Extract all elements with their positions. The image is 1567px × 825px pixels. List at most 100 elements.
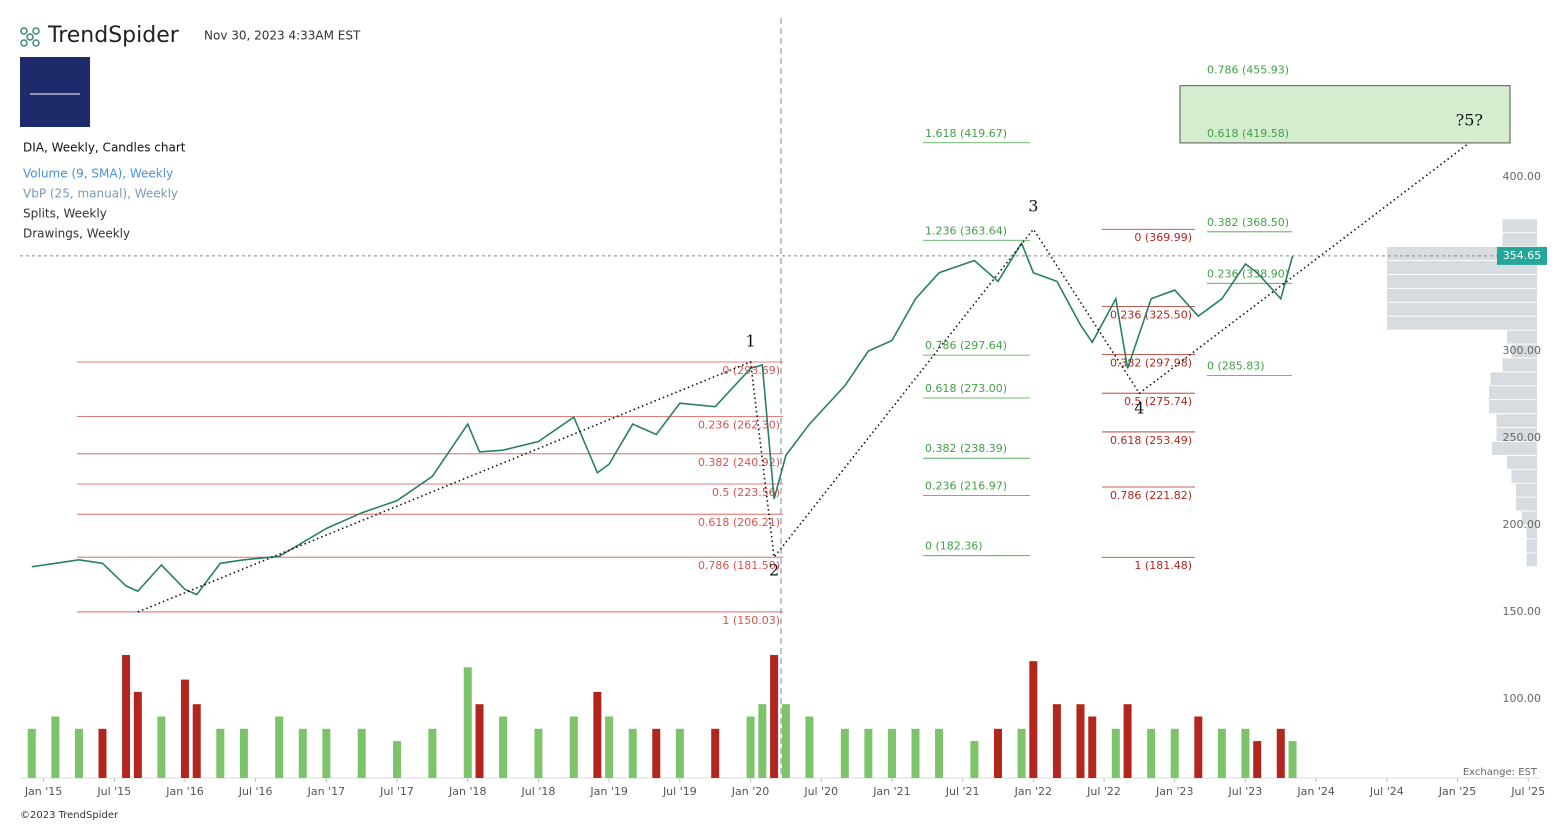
x-tick-label: Jan '20 bbox=[731, 785, 769, 798]
volume-bar bbox=[652, 728, 661, 778]
fib-label: 0.786 (221.82) bbox=[1110, 489, 1192, 502]
fib-label: 0.618 (273.00) bbox=[925, 382, 1007, 395]
volume-bar bbox=[1253, 741, 1262, 778]
x-tick-label: Jul '16 bbox=[238, 785, 273, 798]
volume-bar bbox=[1123, 704, 1132, 778]
volume-bar bbox=[675, 728, 684, 778]
legend-item: VbP (25, manual), Weekly bbox=[23, 187, 178, 201]
fib-label: 0.382 (238.39) bbox=[925, 442, 1007, 455]
volume-bar bbox=[1194, 716, 1203, 778]
x-tick-label: Jan '18 bbox=[448, 785, 486, 798]
volume-bar bbox=[1052, 704, 1061, 778]
volume-profile-bar bbox=[1511, 344, 1537, 358]
volume-profile-bar bbox=[1490, 372, 1537, 386]
volume-bar bbox=[746, 716, 755, 778]
volume-profile-bar bbox=[1526, 525, 1537, 539]
volume-profile-bar bbox=[1489, 400, 1537, 414]
x-tick-label: Jul '21 bbox=[945, 785, 980, 798]
x-tick-label: Jul '15 bbox=[96, 785, 131, 798]
volume-bar bbox=[393, 741, 402, 778]
y-tick-label: 400.00 bbox=[1503, 170, 1542, 183]
volume-bar bbox=[192, 704, 201, 778]
fib-label: 1.236 (363.64) bbox=[925, 224, 1007, 237]
wave-label: 3 bbox=[1028, 197, 1038, 216]
fib-label: 0 (369.99) bbox=[1134, 231, 1192, 244]
volume-profile-bar bbox=[1516, 483, 1537, 497]
brand: TrendSpider bbox=[47, 23, 180, 48]
volume-profile-bar bbox=[1511, 469, 1537, 483]
fib-label: 0.5 (275.74) bbox=[1124, 395, 1192, 408]
x-tick-label: Jan '24 bbox=[1296, 785, 1334, 798]
wave-path bbox=[137, 142, 1470, 613]
y-tick-label: 200.00 bbox=[1503, 518, 1542, 531]
volume-bar bbox=[157, 716, 166, 778]
volume-bar bbox=[758, 704, 767, 778]
volume-bar bbox=[180, 679, 189, 778]
fib-label: 0 (285.83) bbox=[1207, 360, 1265, 373]
volume-bar bbox=[133, 691, 142, 778]
volume-bar bbox=[605, 716, 614, 778]
x-tick-label: Jan '15 bbox=[24, 785, 62, 798]
volume-bar bbox=[911, 728, 920, 778]
x-tick-label: Jul '25 bbox=[1510, 785, 1545, 798]
copyright: ©2023 TrendSpider bbox=[20, 810, 119, 821]
volume-bar bbox=[770, 655, 779, 778]
volume-profile-bar bbox=[1526, 553, 1537, 567]
volume-bar bbox=[1217, 728, 1226, 778]
volume-bar bbox=[1288, 741, 1297, 778]
volume-bar bbox=[298, 728, 307, 778]
volume-bar bbox=[1241, 728, 1250, 778]
fib-label: 0.786 (297.64) bbox=[925, 339, 1007, 352]
volume-bar bbox=[98, 728, 107, 778]
fib-label: 0.382 (368.50) bbox=[1207, 216, 1289, 229]
volume-bar bbox=[805, 716, 814, 778]
volume-bar bbox=[569, 716, 578, 778]
exchange: Exchange: EST bbox=[1463, 767, 1538, 778]
x-tick-label: Jan '19 bbox=[589, 785, 627, 798]
x-tick-label: Jan '23 bbox=[1155, 785, 1193, 798]
volume-bar bbox=[122, 655, 131, 778]
fib-label: 1 (181.48) bbox=[1134, 559, 1192, 572]
volume-bar bbox=[1017, 728, 1026, 778]
volume-profile-bar bbox=[1522, 511, 1537, 525]
fib-label: 0.618 (206.21) bbox=[698, 516, 780, 529]
volume-bar bbox=[1076, 704, 1085, 778]
volume-profile-bar bbox=[1496, 428, 1537, 442]
y-tick-label: 250.00 bbox=[1503, 431, 1542, 444]
volume-bar bbox=[275, 716, 284, 778]
fib-label: 0.786 (181.50) bbox=[698, 559, 780, 572]
volume-bar bbox=[499, 716, 508, 778]
x-tick-label: Jan '16 bbox=[165, 785, 203, 798]
x-tick-label: Jul '17 bbox=[379, 785, 414, 798]
legend-item: DIA, Weekly, Candles chart bbox=[23, 141, 186, 155]
volume-bar bbox=[993, 728, 1002, 778]
volume-bar bbox=[1029, 661, 1038, 778]
volume-bar bbox=[428, 728, 437, 778]
target-zone bbox=[1179, 85, 1511, 144]
wave-label: 4 bbox=[1134, 399, 1144, 418]
volume-profile-bar bbox=[1387, 316, 1537, 330]
fib-label: 0 (293.69) bbox=[722, 364, 780, 377]
legend-item: Drawings, Weekly bbox=[23, 227, 130, 241]
logo-mark bbox=[20, 27, 40, 47]
volume-bar bbox=[711, 728, 720, 778]
legend-item: Splits, Weekly bbox=[23, 207, 107, 221]
y-tick-label: 300.00 bbox=[1503, 344, 1542, 357]
x-tick-label: Jul '19 bbox=[662, 785, 697, 798]
symbol-logo bbox=[20, 57, 90, 127]
x-tick-label: Jul '22 bbox=[1086, 785, 1121, 798]
fib-label: 0.236 (338.90) bbox=[1207, 267, 1289, 280]
y-tick-label: 100.00 bbox=[1503, 692, 1542, 705]
volume-bar bbox=[27, 728, 36, 778]
volume-bar bbox=[534, 728, 543, 778]
x-tick-label: Jul '20 bbox=[803, 785, 838, 798]
price-line bbox=[31, 241, 1294, 596]
volume-bar bbox=[357, 728, 366, 778]
volume-bar bbox=[1276, 728, 1285, 778]
volume-profile-bar bbox=[1507, 330, 1537, 344]
volume-profile-bar bbox=[1526, 539, 1537, 553]
wave-label: 1 bbox=[745, 331, 755, 350]
volume-bar bbox=[840, 728, 849, 778]
volume-profile-bar bbox=[1489, 386, 1537, 400]
